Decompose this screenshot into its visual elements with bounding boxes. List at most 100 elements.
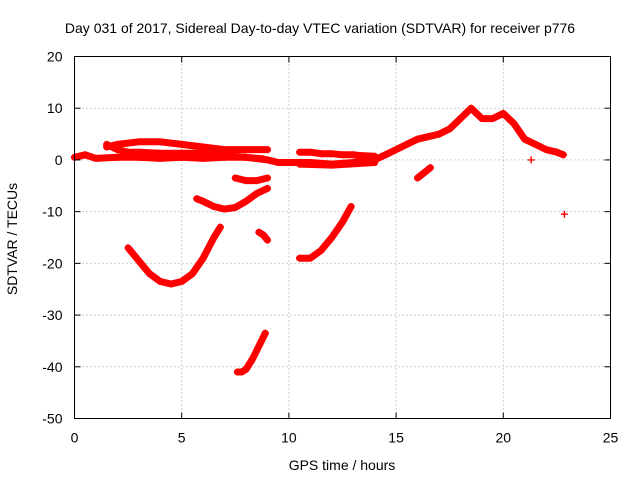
- x-tick-label: 15: [388, 430, 404, 446]
- data-point: [371, 159, 379, 167]
- data-point: [403, 140, 411, 148]
- data-point: [542, 146, 550, 154]
- data-point: [255, 228, 263, 236]
- series-trace: [296, 159, 379, 169]
- data-point: [216, 223, 224, 231]
- series-trace: [103, 140, 267, 163]
- series-upper-band: [103, 138, 271, 154]
- data-point: [499, 109, 507, 117]
- data-point: [328, 234, 336, 241]
- data-point: [199, 197, 207, 205]
- data-series: [71, 104, 568, 376]
- data-point: [317, 246, 325, 254]
- data-point: [178, 140, 186, 148]
- data-point: [253, 177, 261, 185]
- series-crossing-band: [103, 140, 267, 163]
- data-point: [263, 184, 271, 192]
- x-axis-label: GPS time / hours: [289, 457, 396, 473]
- data-point: [113, 153, 121, 161]
- data-point: [231, 174, 239, 182]
- data-point: [285, 159, 293, 167]
- data-point: [296, 254, 304, 262]
- data-point: [221, 146, 229, 154]
- series-trace: [124, 223, 224, 288]
- x-tick-label: 20: [496, 430, 512, 446]
- y-tick-label: -50: [42, 411, 62, 427]
- data-point: [371, 152, 379, 160]
- data-point: [527, 156, 535, 164]
- data-point: [178, 277, 186, 285]
- y-axis-label: SDTVAR / TECUs: [4, 183, 20, 295]
- data-point: [349, 151, 357, 159]
- data-point: [553, 148, 561, 156]
- data-point: [210, 234, 218, 241]
- series-isolated: [527, 156, 568, 218]
- data-point: [339, 151, 346, 159]
- x-tick-labels: 0 5 10 15 20 25: [71, 430, 619, 446]
- data-point: [296, 160, 304, 168]
- data-point: [263, 236, 271, 244]
- series-main-track: [71, 104, 567, 168]
- series-low-arc: [233, 329, 269, 376]
- data-point: [420, 169, 428, 177]
- data-point: [156, 138, 164, 146]
- data-point: [456, 115, 464, 123]
- data-point: [135, 148, 143, 156]
- data-point: [426, 164, 434, 172]
- data-point: [521, 135, 529, 143]
- data-point: [306, 254, 314, 262]
- data-point: [156, 277, 164, 285]
- data-point: [360, 152, 368, 160]
- data-point: [238, 368, 246, 376]
- data-point: [242, 197, 250, 205]
- y-tick-label: -20: [42, 255, 62, 271]
- x-tick-label: 10: [281, 430, 297, 446]
- series-trace: [296, 203, 355, 262]
- series-trace: [193, 184, 271, 213]
- data-point: [510, 120, 518, 128]
- y-tick-label: 0: [55, 152, 63, 168]
- data-point: [531, 140, 539, 148]
- series-bowl: [124, 223, 224, 288]
- data-point: [124, 148, 132, 156]
- data-point: [135, 257, 143, 265]
- series-dip-16: [414, 164, 434, 182]
- data-point: [263, 146, 271, 154]
- y-tick-labels: -50 -40 -30 -20 -10 0 10 20: [42, 49, 62, 427]
- y-tick-label: -40: [42, 359, 62, 375]
- data-point: [259, 231, 267, 239]
- data-point: [146, 270, 154, 278]
- chart-title: Day 031 of 2017, Sidereal Day-to-day VTE…: [65, 20, 575, 36]
- data-point: [489, 115, 497, 123]
- data-point: [296, 148, 304, 156]
- data-point: [242, 365, 250, 373]
- series-trace: [233, 329, 269, 376]
- data-point: [339, 218, 346, 226]
- data-point: [92, 154, 100, 162]
- series-trace: [103, 138, 271, 154]
- data-point: [306, 148, 314, 156]
- data-point: [193, 195, 201, 203]
- data-point: [178, 149, 186, 157]
- data-point: [261, 329, 269, 337]
- data-point: [221, 205, 229, 213]
- data-point: [113, 146, 121, 154]
- data-point: [167, 280, 175, 288]
- series-arc-minus-9: [193, 184, 271, 213]
- series-short-14: [255, 228, 271, 244]
- data-point: [253, 190, 261, 198]
- data-point: [156, 149, 164, 157]
- data-point: [414, 135, 422, 143]
- data-point: [103, 140, 111, 148]
- data-point: [467, 104, 475, 112]
- data-point: [81, 151, 89, 159]
- data-point: [347, 202, 355, 210]
- y-tick-label: -10: [42, 204, 62, 220]
- grid: [74, 56, 611, 419]
- data-point: [435, 130, 443, 138]
- data-point: [424, 133, 432, 141]
- data-point: [328, 161, 336, 169]
- series-rise-from-19: [296, 202, 355, 262]
- data-point: [221, 152, 229, 160]
